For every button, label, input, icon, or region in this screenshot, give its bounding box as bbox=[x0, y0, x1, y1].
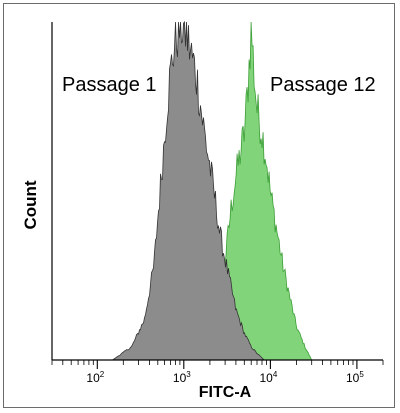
x-axis-ticks bbox=[51, 360, 384, 369]
x-axis-tick-labels: 102 103 104 105 bbox=[86, 370, 364, 385]
x-axis-label: FITC-A bbox=[199, 384, 252, 401]
x-tick-label: 102 bbox=[86, 370, 104, 385]
y-axis-label: Count bbox=[21, 180, 40, 229]
annotation-passage-12: Passage 12 bbox=[270, 74, 376, 96]
histogram-areas bbox=[111, 20, 313, 361]
histogram-series-passage-1 bbox=[111, 20, 266, 361]
annotation-passage-1: Passage 1 bbox=[62, 74, 157, 96]
x-tick-label: 105 bbox=[346, 370, 364, 385]
x-tick-label: 104 bbox=[259, 370, 277, 385]
x-tick-label: 103 bbox=[173, 370, 191, 385]
